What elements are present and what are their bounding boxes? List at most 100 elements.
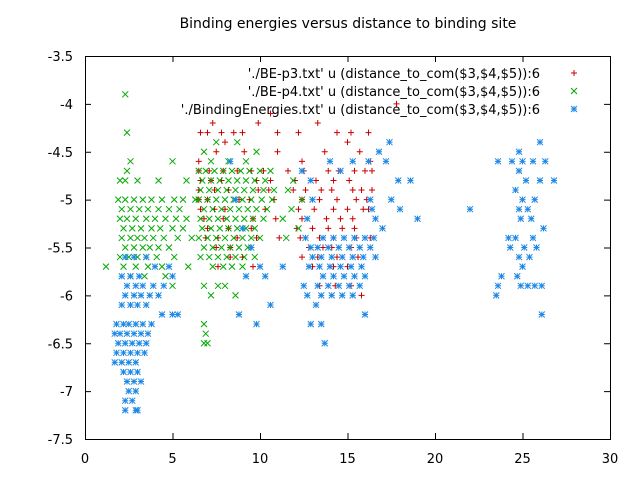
data-point-star <box>361 311 369 318</box>
data-point-star <box>279 263 287 271</box>
data-point-cross <box>158 196 166 203</box>
data-point-star <box>529 234 537 242</box>
data-point-star <box>169 311 176 318</box>
data-point-plus <box>290 187 297 194</box>
data-point-star <box>519 196 526 203</box>
data-point-cross <box>216 224 224 232</box>
data-point-star <box>541 157 549 165</box>
data-point-cross <box>225 177 232 184</box>
data-point-star <box>111 359 119 366</box>
data-point-cross <box>214 282 222 290</box>
data-point-cross <box>239 196 246 203</box>
data-point-star <box>527 215 535 223</box>
data-point-cross <box>212 196 220 203</box>
data-point-plus <box>250 263 256 270</box>
data-point-cross <box>233 138 241 146</box>
data-point-star <box>372 253 379 261</box>
data-point-cross <box>267 167 274 175</box>
y-tick-label: -7.5 <box>48 433 73 448</box>
data-point-plus <box>334 254 340 261</box>
data-point-star <box>533 244 540 251</box>
data-point-plus <box>369 187 375 194</box>
data-point-cross <box>240 253 248 261</box>
data-point-cross <box>239 263 246 271</box>
data-point-star <box>340 234 348 242</box>
data-point-cross <box>121 177 129 184</box>
data-point-star <box>361 234 369 242</box>
data-point-star <box>515 253 523 261</box>
data-point-star <box>137 330 145 338</box>
data-point-cross <box>261 177 269 184</box>
data-point-cross <box>144 263 152 271</box>
data-point-cross <box>120 224 127 232</box>
data-point-star <box>324 282 332 290</box>
y-tick-label: -5 <box>60 194 73 209</box>
data-point-cross <box>251 177 259 184</box>
data-point-star <box>316 263 323 271</box>
data-point-cross <box>251 253 259 261</box>
data-point-plus <box>206 167 213 174</box>
data-point-plus <box>260 167 267 174</box>
data-point-cross <box>135 205 143 213</box>
data-point-plus <box>253 234 260 241</box>
data-point-plus <box>349 187 356 194</box>
data-point-cross <box>228 263 236 271</box>
data-point-star <box>298 167 306 175</box>
data-point-cross <box>263 205 271 213</box>
x-tick-label: 30 <box>602 452 619 467</box>
data-point-star <box>125 320 133 328</box>
data-point-cross <box>151 215 159 223</box>
data-point-star <box>307 177 315 184</box>
data-point-star <box>538 282 546 290</box>
data-point-plus <box>348 129 354 136</box>
data-point-cross <box>195 167 203 175</box>
data-point-plus <box>239 129 246 136</box>
data-point-cross <box>235 244 243 251</box>
data-point-star <box>517 215 525 223</box>
data-point-cross <box>226 205 234 213</box>
data-point-cross <box>232 215 239 223</box>
data-point-plus <box>213 244 220 251</box>
data-point-star <box>508 157 516 165</box>
data-point-star <box>407 177 414 184</box>
data-point-plus <box>321 148 328 155</box>
data-point-star <box>130 330 138 338</box>
data-point-cross <box>169 157 176 165</box>
data-point-star <box>132 359 140 366</box>
data-point-plus <box>337 215 344 222</box>
data-point-cross <box>288 205 295 213</box>
data-point-star <box>340 272 348 280</box>
data-point-star <box>305 263 313 271</box>
data-point-cross <box>170 253 178 261</box>
data-point-cross <box>232 292 239 299</box>
data-point-star <box>128 397 136 405</box>
data-point-star <box>127 368 134 376</box>
data-point-star <box>130 253 138 261</box>
legend-marker-cross <box>570 87 578 95</box>
data-point-plus <box>297 234 304 241</box>
data-point-star <box>141 349 148 357</box>
data-point-plus <box>325 167 332 174</box>
data-point-star <box>550 177 558 184</box>
data-point-cross <box>242 177 250 184</box>
data-point-cross <box>142 215 150 223</box>
data-point-star <box>349 292 357 299</box>
data-point-star <box>128 339 136 347</box>
data-point-star <box>349 253 357 261</box>
data-point-plus <box>295 206 302 213</box>
data-point-star <box>314 282 322 290</box>
data-point-plus <box>255 187 262 194</box>
x-tick-label: 0 <box>81 452 89 467</box>
data-point-star <box>135 339 143 347</box>
data-point-star <box>372 215 379 223</box>
data-point-cross <box>139 196 147 203</box>
data-point-plus <box>220 215 227 222</box>
data-point-star <box>132 320 140 328</box>
data-point-plus <box>218 129 225 136</box>
y-tick-label: -4 <box>60 98 73 113</box>
data-point-cross <box>202 167 210 175</box>
data-point-cross <box>256 234 264 242</box>
data-point-cross <box>158 263 166 271</box>
data-point-cross <box>298 196 306 203</box>
data-point-plus <box>234 167 241 174</box>
